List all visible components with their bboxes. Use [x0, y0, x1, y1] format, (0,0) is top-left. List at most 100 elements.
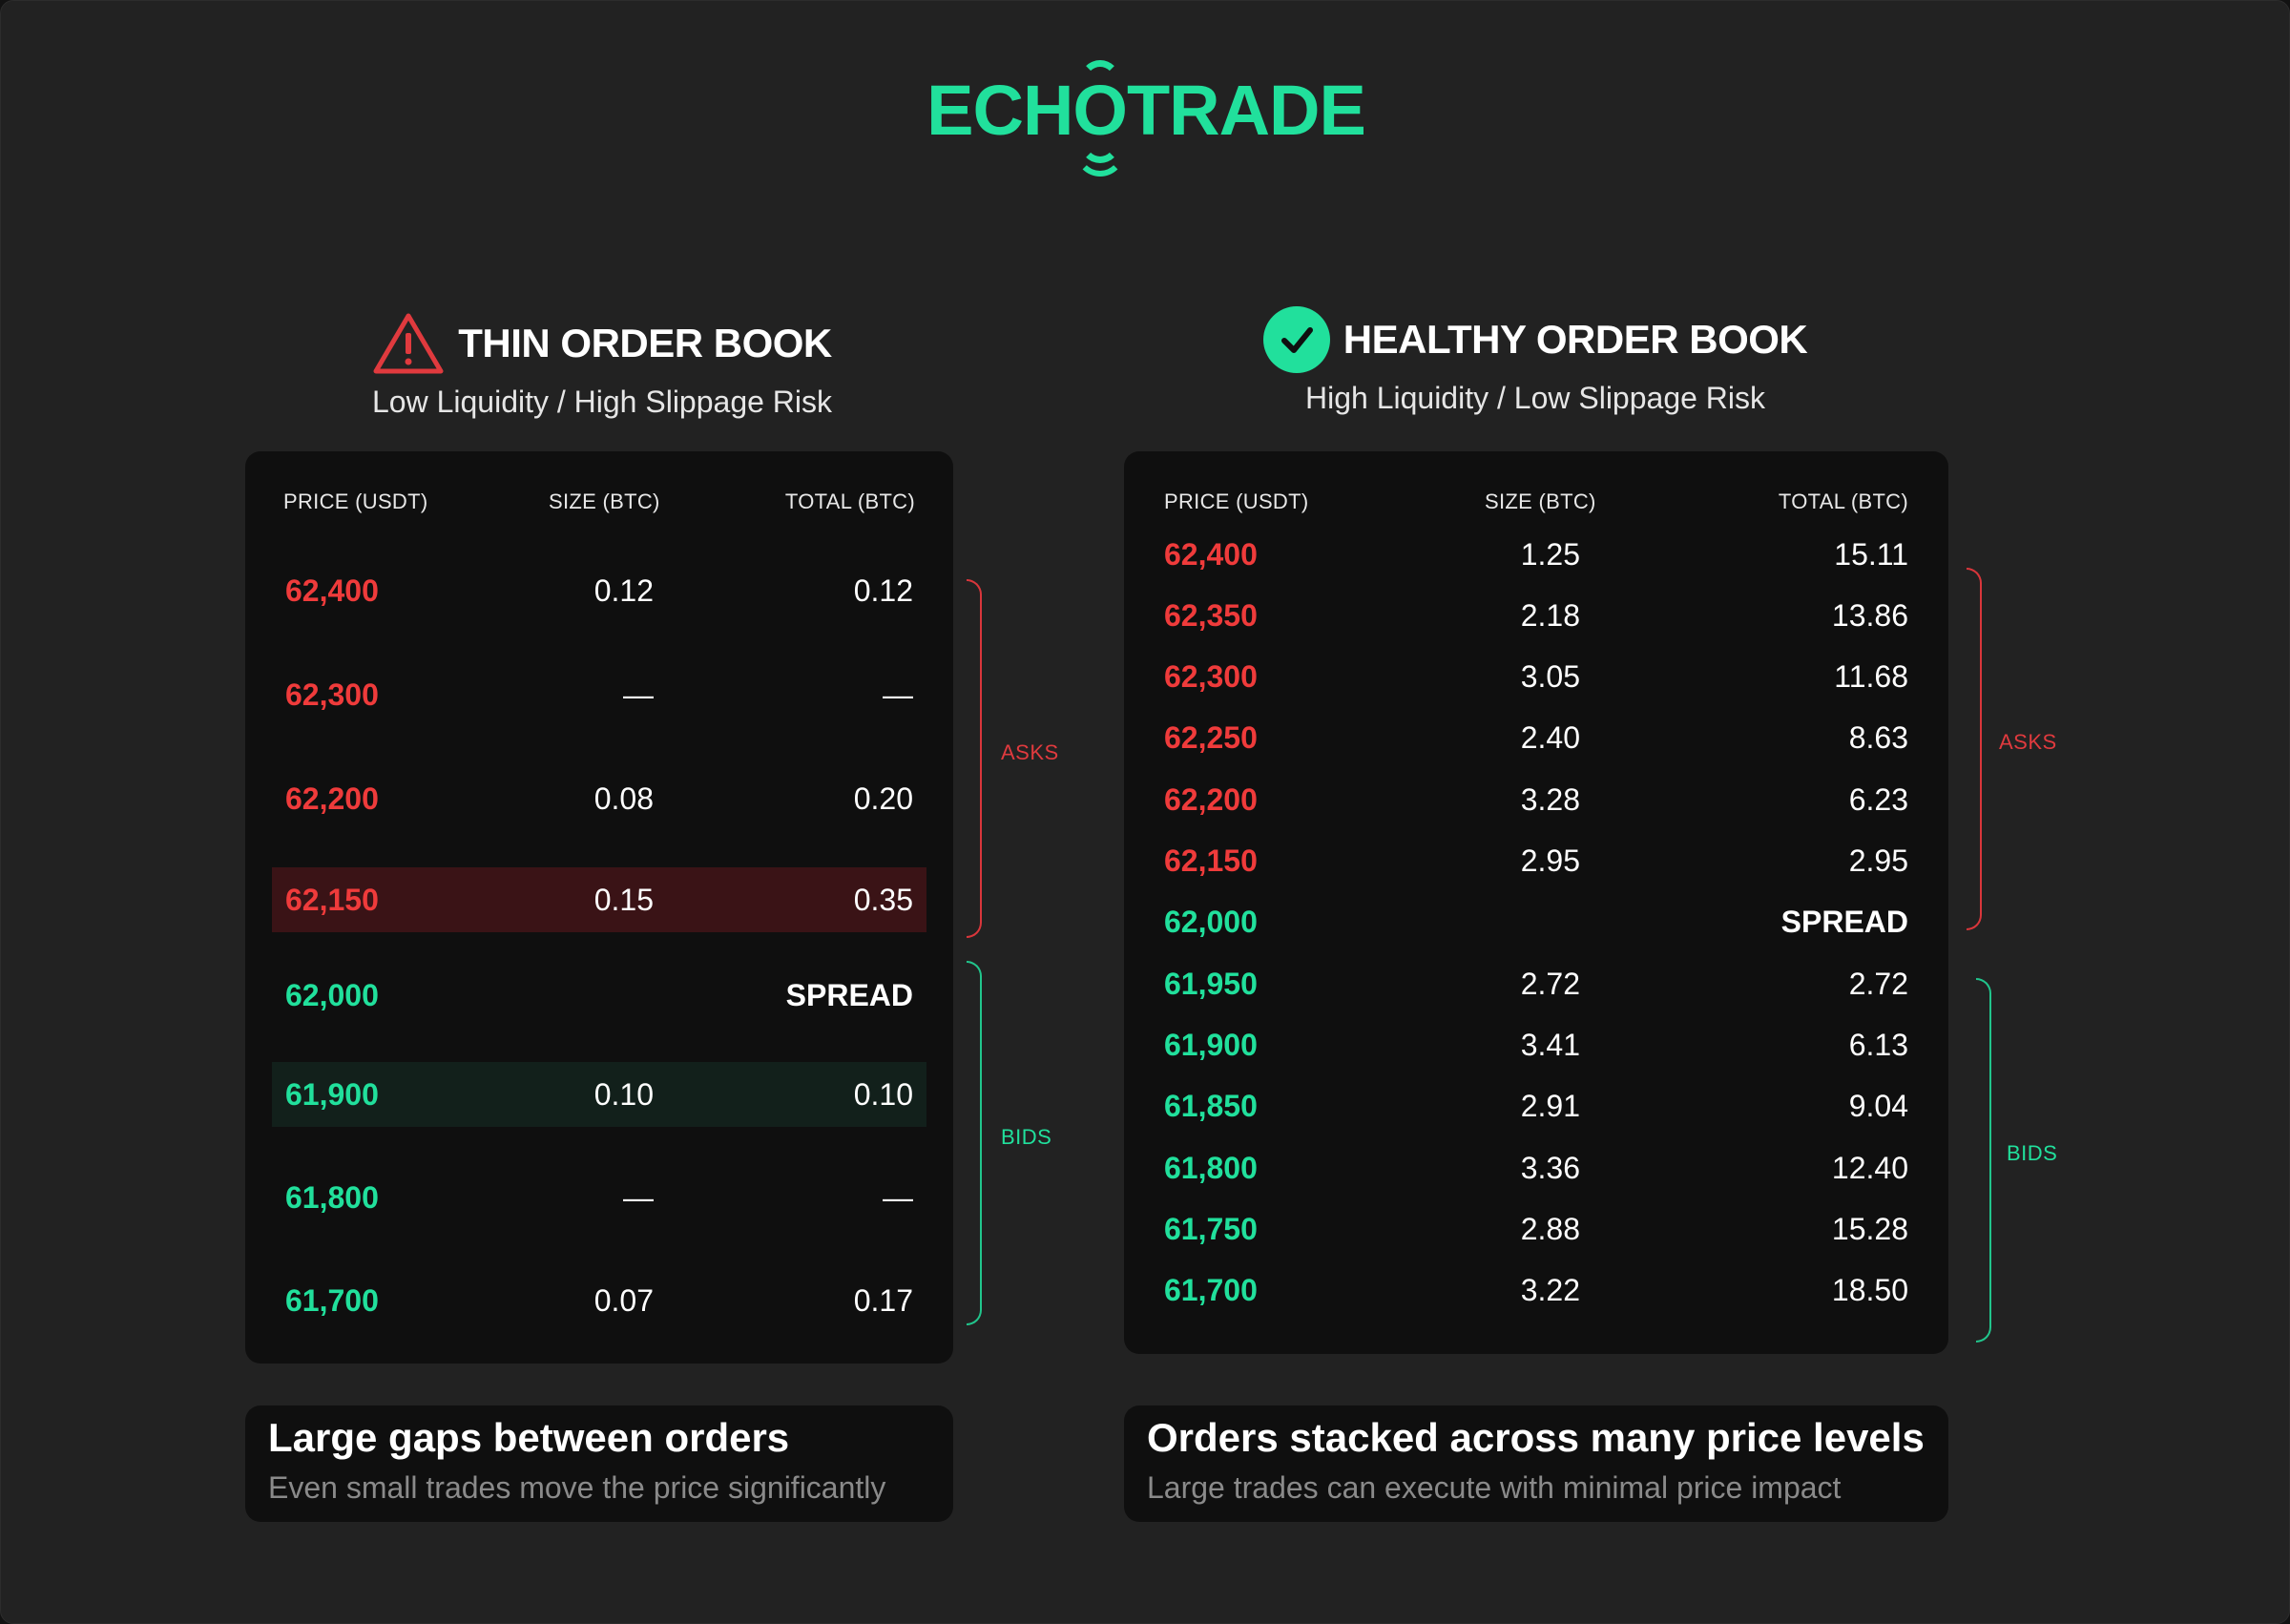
size-cell: 0.15: [593, 882, 654, 917]
price-cell: 62,400: [285, 573, 379, 608]
thin-title: THIN ORDER BOOK: [458, 321, 832, 365]
warning-triangle-icon: [373, 313, 444, 374]
price-cell: 61,800: [285, 1179, 379, 1215]
logo: ECH O TRADE: [1, 60, 2290, 177]
total-cell: 0.10: [853, 1076, 913, 1112]
order-row: 61,700 0.07 0.17: [272, 1268, 926, 1333]
thin-summary-card: Large gaps between orders Even small tra…: [245, 1405, 953, 1522]
price-cell: 62,400: [1164, 536, 1258, 572]
price-cell: 61,750: [1164, 1211, 1258, 1246]
bids-bracket: [1976, 978, 1991, 1343]
order-row: 62,300 3.05 11.68: [1124, 651, 1948, 704]
size-cell: 0.08: [593, 781, 654, 816]
total-cell: 11.68: [1834, 659, 1908, 695]
thin-subtitle: Low Liquidity / High Slippage Risk: [371, 385, 833, 419]
order-row: 61,900 0.10 0.10: [272, 1062, 926, 1127]
order-row: 62,400 0.12 0.12: [272, 558, 926, 623]
asks-bracket: [967, 579, 982, 938]
price-cell: 62,250: [1164, 720, 1258, 756]
col-head-size: SIZE (BTC): [1485, 489, 1596, 513]
size-cell: 2.40: [1520, 720, 1580, 756]
order-row: 61,900 3.41 6.13: [1124, 1018, 1948, 1072]
order-row: 62,150 0.15 0.35: [272, 867, 926, 932]
total-cell: 13.86: [1831, 597, 1908, 633]
col-head-size: SIZE (BTC): [549, 489, 660, 513]
price-cell: 62,000: [285, 977, 379, 1012]
order-row: 62,000 SPREAD: [272, 963, 926, 1028]
order-row: 61,800 — —: [272, 1165, 926, 1230]
price-cell: 62,300: [1164, 659, 1258, 695]
price-cell: 61,800: [1164, 1150, 1258, 1185]
size-cell: 2.88: [1520, 1211, 1580, 1246]
order-row: 62,400 1.25 15.11: [1124, 528, 1948, 581]
price-cell: 61,900: [1164, 1027, 1258, 1062]
check-circle-icon: [1262, 306, 1330, 373]
total-cell: 15.28: [1831, 1211, 1908, 1246]
order-row: 61,750 2.88 15.28: [1124, 1202, 1948, 1256]
order-row: 62,150 2.95 2.95: [1124, 835, 1948, 888]
asks-bracket: [1967, 568, 1982, 930]
order-row: 61,850 2.91 9.04: [1124, 1080, 1948, 1134]
size-cell: 2.91: [1520, 1089, 1580, 1124]
total-cell: 6.13: [1848, 1027, 1908, 1062]
order-row: 61,800 3.36 12.40: [1124, 1141, 1948, 1195]
logo-o-signal-icon: O: [1072, 60, 1128, 177]
price-cell: 61,700: [1164, 1273, 1258, 1308]
order-row: 61,700 3.22 18.50: [1124, 1264, 1948, 1318]
total-cell: 0.12: [853, 573, 913, 608]
size-cell: 0.07: [593, 1282, 654, 1318]
order-row: 62,200 0.08 0.20: [272, 766, 926, 831]
size-cell: 2.72: [1520, 966, 1580, 1001]
healthy-card-subtitle: Large trades can execute with minimal pr…: [1147, 1470, 1842, 1505]
size-cell: 2.95: [1520, 843, 1580, 878]
size-cell: 3.28: [1520, 781, 1580, 817]
bids-label: BIDS: [2007, 1141, 2058, 1165]
price-cell: 61,900: [285, 1076, 379, 1112]
total-cell: 9.04: [1848, 1089, 1908, 1124]
healthy-order-book-panel: PRICE (USDT) SIZE (BTC) TOTAL (BTC) 62,4…: [1124, 451, 1948, 1354]
price-cell: 62,200: [285, 781, 379, 816]
price-cell: 62,150: [285, 882, 379, 917]
healthy-card-title: Orders stacked across many price levels: [1147, 1415, 1925, 1460]
price-cell: 61,850: [1164, 1089, 1258, 1124]
spread-label: SPREAD: [785, 977, 913, 1012]
size-cell: 3.05: [1520, 659, 1580, 695]
total-cell: 15.11: [1834, 536, 1908, 572]
size-cell: 0.10: [593, 1076, 654, 1112]
total-cell: —: [883, 1179, 913, 1215]
col-head-price: PRICE (USDT): [283, 489, 428, 513]
price-cell: 62,200: [1164, 781, 1258, 817]
price-cell: 62,150: [1164, 843, 1258, 878]
col-head-price: PRICE (USDT): [1164, 489, 1309, 513]
logo-wordmark: ECH O TRADE: [926, 60, 1366, 177]
size-cell: 2.18: [1520, 597, 1580, 633]
price-cell: 61,700: [285, 1282, 379, 1318]
size-cell: 1.25: [1520, 536, 1580, 572]
total-cell: 2.72: [1848, 966, 1908, 1001]
order-row: 61,950 2.72 2.72: [1124, 957, 1948, 1010]
total-cell: 8.63: [1848, 720, 1908, 756]
size-cell: 3.22: [1520, 1273, 1580, 1308]
total-cell: 6.23: [1848, 781, 1908, 817]
spread-label: SPREAD: [1780, 905, 1908, 940]
healthy-subtitle: High Liquidity / Low Slippage Risk: [1304, 381, 1766, 415]
total-cell: 18.50: [1831, 1273, 1908, 1308]
bids-bracket: [967, 961, 982, 1325]
total-cell: 0.35: [853, 882, 913, 917]
total-cell: 2.95: [1848, 843, 1908, 878]
healthy-heading: HEALTHY ORDER BOOK High Liquidity / Low …: [1106, 306, 1965, 416]
thin-card-title: Large gaps between orders: [268, 1415, 790, 1460]
col-head-total: TOTAL (BTC): [1778, 489, 1908, 513]
size-cell: —: [623, 1179, 654, 1215]
size-cell: 3.41: [1520, 1027, 1580, 1062]
thin-heading: THIN ORDER BOOK Low Liquidity / High Sli…: [173, 312, 1031, 420]
bids-label: BIDS: [1001, 1125, 1052, 1149]
healthy-title: HEALTHY ORDER BOOK: [1343, 317, 1808, 362]
order-row: 62,350 2.18 13.86: [1124, 589, 1948, 642]
thin-card-subtitle: Even small trades move the price signifi…: [268, 1470, 886, 1505]
price-cell: 62,350: [1164, 597, 1258, 633]
price-cell: 62,000: [1164, 905, 1258, 940]
order-row: 62,300 — —: [272, 662, 926, 727]
thin-order-book-panel: PRICE (USDT) SIZE (BTC) TOTAL (BTC) 62,4…: [245, 451, 953, 1364]
